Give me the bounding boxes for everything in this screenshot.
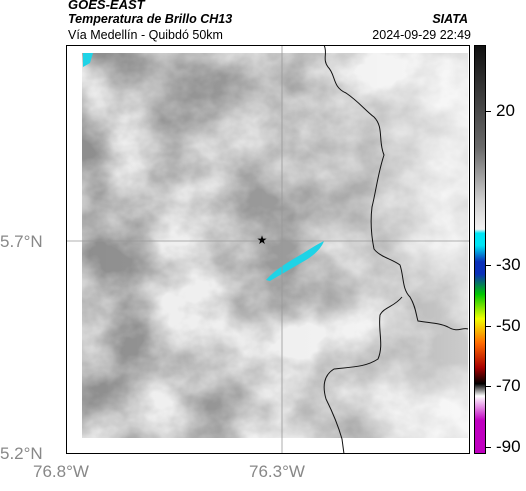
colorbar-tick-m50 [486,326,491,327]
colorbar-label-m70: -70 [496,376,521,395]
subtitle-datetime: 2024-09-29 22:49 [372,28,471,42]
satellite-map[interactable]: ★ [66,45,470,454]
lat-label-5-2: 5.2°N [0,444,43,463]
map-canvas: ★ [66,45,470,454]
border-line-east [323,45,469,331]
cold-top-band [266,241,324,281]
colorbar-label-m90: -90 [496,437,521,456]
colorbar-tick-m70 [486,386,491,387]
star-icon: ★ [257,233,268,247]
colorbar-tick-20 [486,111,491,112]
title-org: SIATA [432,12,468,26]
colorbar-tick-m30 [486,265,491,266]
title-satellite: GOES-EAST [68,0,145,12]
border-line-south [323,296,403,454]
lat-label-5-7: 5.7°N [0,232,43,251]
subtitle-region: Vía Medellín - Quibdó 50km [68,28,223,42]
lon-label-76-8: 76.8°W [33,462,89,481]
colorbar-label-m50: -50 [496,316,521,335]
colorbar-label-m30: -30 [496,255,521,274]
cold-top-corner [83,53,93,67]
title-product: Temperatura de Brillo CH13 [68,12,233,26]
lon-label-76-3: 76.3°W [249,462,305,481]
colorbar-label-20: 20 [496,101,515,120]
colorbar [474,45,486,454]
colorbar-tick-m90 [486,447,491,448]
